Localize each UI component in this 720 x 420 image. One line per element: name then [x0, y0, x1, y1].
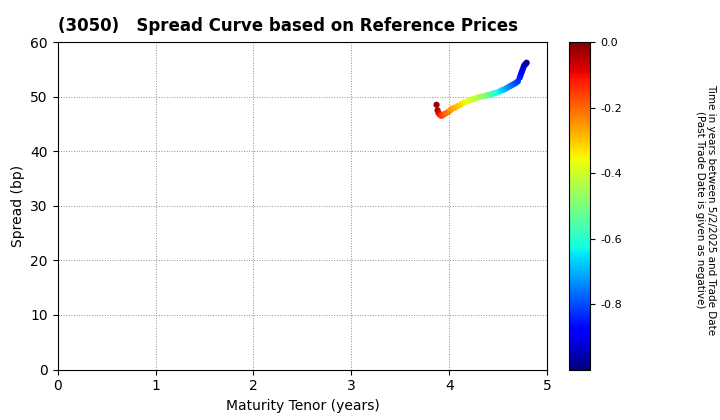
Point	[433, 111, 445, 118]
Point	[516, 68, 528, 76]
Point	[473, 94, 485, 100]
Point	[489, 90, 500, 97]
Point	[432, 107, 444, 113]
Point	[470, 95, 482, 102]
X-axis label: Maturity Tenor (years): Maturity Tenor (years)	[225, 399, 379, 413]
Point	[443, 108, 454, 115]
Point	[506, 82, 518, 89]
Point	[449, 104, 461, 111]
Point	[495, 88, 506, 94]
Text: Time in years between 5/2/2025 and Trade Date
(Past Trade Date is given as negat: Time in years between 5/2/2025 and Trade…	[695, 84, 716, 336]
Point	[521, 59, 532, 66]
Point	[485, 91, 496, 98]
Point	[503, 84, 514, 91]
Point	[433, 110, 444, 116]
Point	[504, 83, 516, 89]
Point	[446, 105, 458, 112]
Point	[435, 112, 446, 118]
Point	[479, 93, 490, 100]
Point	[455, 101, 467, 108]
Point	[464, 97, 476, 104]
Point	[481, 92, 492, 99]
Point	[461, 98, 472, 105]
Point	[444, 107, 456, 113]
Point	[441, 110, 452, 116]
Point	[519, 62, 531, 68]
Point	[482, 92, 494, 98]
Point	[498, 86, 510, 93]
Point	[508, 81, 520, 87]
Point	[512, 78, 523, 85]
Point	[492, 89, 504, 96]
Point	[476, 93, 487, 100]
Point	[431, 101, 442, 108]
Point	[436, 112, 448, 118]
Point	[517, 66, 528, 73]
Point	[514, 74, 526, 81]
Point	[436, 112, 447, 119]
Point	[458, 99, 469, 106]
Point	[520, 60, 531, 67]
Point	[467, 96, 479, 103]
Y-axis label: Spread (bp): Spread (bp)	[11, 165, 24, 247]
Point	[452, 102, 464, 109]
Text: (3050)   Spread Curve based on Reference Prices: (3050) Spread Curve based on Reference P…	[58, 17, 518, 35]
Point	[510, 80, 521, 87]
Point	[487, 90, 498, 97]
Point	[496, 87, 508, 93]
Point	[500, 85, 512, 92]
Point	[518, 63, 529, 70]
Point	[438, 111, 450, 118]
Point	[515, 71, 526, 78]
Point	[490, 89, 502, 96]
